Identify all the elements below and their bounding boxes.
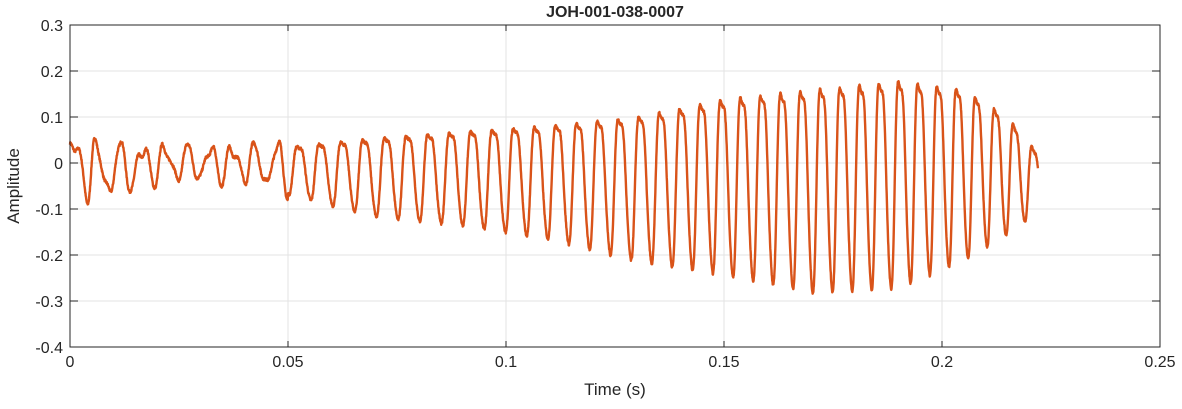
- y-tick-label: 0.3: [41, 18, 63, 35]
- x-axis-label: Time (s): [584, 380, 646, 399]
- y-tick-label: 0.2: [41, 64, 63, 81]
- y-tick-label: -0.1: [35, 202, 63, 219]
- ticks: 0 0.05 0.1 0.15 0.2 0.25 0.3 0.2 0.1 0 -0.1 -0.2 -0.…: [35, 18, 1175, 371]
- signal-line: [68, 79, 1040, 295]
- y-tick-label: 0: [54, 156, 63, 173]
- x-tick-label: 0: [66, 354, 75, 371]
- chart-title: JOH-001-038-0007: [546, 4, 684, 21]
- x-tick-label: 0.15: [708, 354, 739, 371]
- x-tick-label: 0.1: [495, 354, 517, 371]
- plot-frame: [69, 24, 1161, 348]
- x-tick-label: 0.2: [931, 354, 953, 371]
- y-tick-label: -0.4: [35, 340, 63, 357]
- series-group: [68, 79, 1040, 295]
- x-tick-label: 0.25: [1144, 354, 1175, 371]
- y-tick-label: -0.2: [35, 248, 63, 265]
- y-tick-label: 0.1: [41, 110, 63, 127]
- x-tick-label: 0.05: [272, 354, 303, 371]
- y-axis-label: Amplitude: [4, 148, 23, 224]
- y-tick-label: -0.3: [35, 294, 63, 311]
